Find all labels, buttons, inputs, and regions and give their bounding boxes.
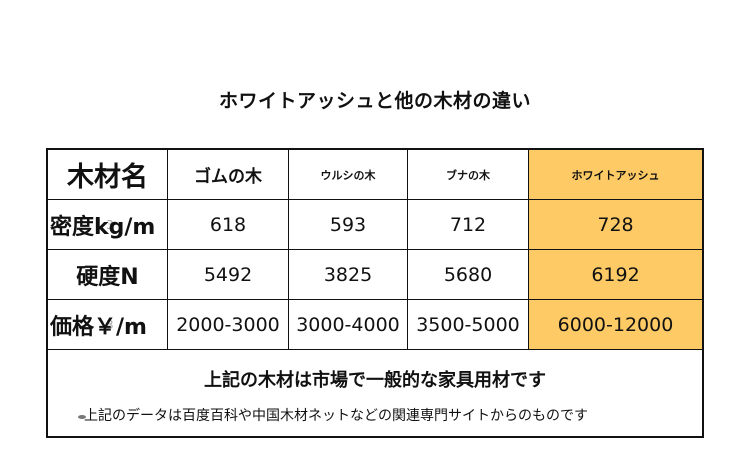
row-label-density: 密度kg/m 3 bbox=[48, 200, 168, 250]
hardness-beech: 5680 bbox=[408, 250, 529, 300]
table-row-density: 密度kg/m 3 618 593 712 728 bbox=[48, 200, 702, 250]
price-white-ash: 6000-12000 bbox=[529, 300, 702, 350]
hardness-rubber: 5492 bbox=[168, 250, 289, 300]
table-row-price: 価格￥/m 3 2000-3000 3000-4000 3500-5000 60… bbox=[48, 300, 702, 350]
hardness-white-ash: 6192 bbox=[529, 250, 702, 300]
table-header-row: 木材名 ゴムの木 ウルシの木 ブナの木 ホワイトアッシュ bbox=[48, 150, 702, 200]
row-label-density-text: 密度kg/m bbox=[50, 214, 156, 240]
price-urushi: 3000-4000 bbox=[289, 300, 408, 350]
header-wood-rubber: ゴムの木 bbox=[168, 150, 289, 200]
row-label-price: 価格￥/m 3 bbox=[48, 300, 168, 350]
density-beech: 712 bbox=[408, 200, 529, 250]
row-label-density-unit-superscript: 3 bbox=[106, 218, 114, 232]
density-rubber: 618 bbox=[168, 200, 289, 250]
note-source: 上記のデータは百度百科や中国木材ネットなどの関連専門サイトからのものです bbox=[84, 408, 588, 424]
table-row-hardness: 硬度N 5492 3825 5680 6192 bbox=[48, 250, 702, 300]
header-wood-urushi: ウルシの木 bbox=[289, 150, 408, 200]
bullet-mark bbox=[78, 415, 86, 419]
header-wood-white-ash: ホワイトアッシュ bbox=[529, 150, 702, 200]
hardness-urushi: 3825 bbox=[289, 250, 408, 300]
corner-label: 木材名 bbox=[48, 150, 168, 200]
density-urushi: 593 bbox=[289, 200, 408, 250]
row-label-price-text: 価格￥/m bbox=[50, 314, 147, 340]
price-beech: 3500-5000 bbox=[408, 300, 529, 350]
row-label-hardness-text: 硬度N bbox=[76, 264, 139, 290]
comparison-table: 木材名 ゴムの木 ウルシの木 ブナの木 ホワイトアッシュ 密度kg/m 3 61… bbox=[46, 148, 704, 438]
header-wood-beech: ブナの木 bbox=[408, 150, 529, 200]
density-white-ash: 728 bbox=[529, 200, 702, 250]
price-rubber: 2000-3000 bbox=[168, 300, 289, 350]
note-main: 上記の木材は市場で一般的な家具用材です bbox=[204, 370, 546, 391]
page-title: ホワイトアッシュと他の木材の違い bbox=[218, 90, 531, 112]
row-label-hardness: 硬度N bbox=[48, 250, 168, 300]
row-label-price-unit-superscript: 3 bbox=[106, 318, 114, 332]
